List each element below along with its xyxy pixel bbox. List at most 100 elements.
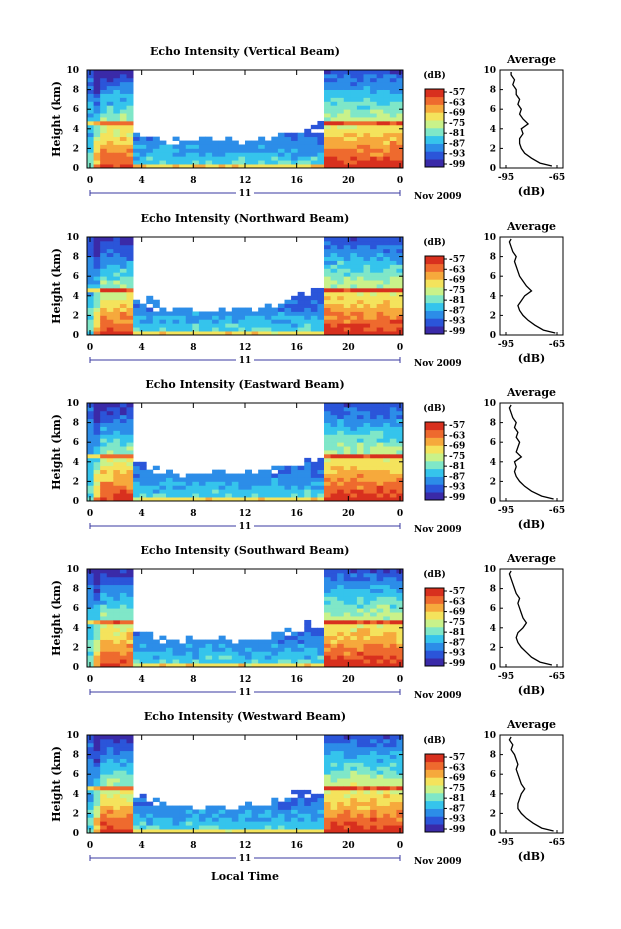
heatmap-cell (350, 805, 358, 810)
heatmap-cell (192, 319, 200, 324)
heatmap-cell (291, 809, 299, 814)
heatmap-cell (350, 418, 358, 423)
heatmap-cell (356, 414, 364, 420)
heatmap-cell (337, 584, 345, 589)
heatmap-cell (119, 144, 127, 149)
heatmap-cell (179, 489, 187, 494)
heatmap-cell (389, 742, 397, 748)
heatmap-cell (343, 272, 351, 277)
heatmap-cell (166, 485, 173, 490)
heatmap-cell (383, 631, 391, 637)
heatmap-cell (87, 821, 94, 826)
heatmap-cell (166, 647, 173, 652)
heatmap-cell (212, 639, 220, 644)
heatmap-cell (198, 136, 206, 141)
heatmap-cell (212, 809, 220, 814)
heatmap-cell (356, 809, 364, 814)
heatmap-cell (218, 152, 226, 157)
heatmap-cell (119, 70, 127, 75)
heatmap-cell (106, 588, 114, 593)
heatmap-cell (113, 477, 121, 482)
heatmap-cell (330, 821, 338, 826)
heatmap-cell (93, 156, 101, 161)
heatmap-cell (343, 438, 351, 443)
heatmap-cell (383, 327, 391, 332)
heatmap-cell (100, 469, 108, 474)
heatmap-cell (389, 128, 397, 134)
heatmap-cell (139, 643, 147, 648)
colorbar-tick-label: -69 (449, 442, 465, 452)
heatmap-cell (126, 113, 134, 118)
colorbar: (dB)-57-63-69-75-81-87-93-99 (423, 569, 465, 669)
heatmap-cell (337, 623, 345, 629)
heatmap-cell (106, 635, 114, 640)
heatmap-cell (93, 742, 101, 748)
heatmap-cell (93, 651, 101, 656)
heatmap-cell (376, 631, 384, 637)
colorbar-unit: (dB) (423, 403, 445, 414)
heatmap-cell (370, 742, 378, 748)
x-tick-label: 0 (87, 675, 93, 685)
heatmap-cell (119, 789, 127, 795)
heatmap-cell (363, 793, 371, 799)
heatmap-cell (343, 446, 351, 451)
heatmap-cell (212, 817, 220, 822)
heatmap-cell (225, 323, 233, 328)
heatmap-cell (139, 647, 147, 652)
heatmap-cell (330, 647, 338, 652)
heatmap-cell (370, 156, 378, 161)
heatmap-cell (389, 612, 397, 617)
heatmap-cell (383, 323, 391, 328)
heatmap-cell (370, 303, 378, 308)
heatmap-cell (343, 612, 351, 617)
heatmap-cell (284, 140, 292, 145)
heatmap-cell (350, 647, 358, 652)
heatmap-cell (113, 120, 121, 126)
heatmap-cell (297, 465, 305, 471)
heatmap-cell (383, 465, 391, 471)
heatmap-cell (370, 160, 378, 165)
heatmap-cell (356, 284, 364, 289)
heatmap-cell (324, 97, 331, 102)
heatmap-cell (310, 295, 318, 301)
heatmap-cell (100, 430, 108, 435)
heatmap-cell (258, 307, 266, 312)
heatmap-cell (258, 659, 266, 664)
heatmap-cell (324, 785, 331, 791)
heatmap-cell (159, 821, 167, 826)
heatmap-cell (291, 303, 299, 308)
heatmap-cell (324, 414, 331, 420)
heatmap-cell (106, 497, 114, 502)
heatmap-cell (396, 287, 404, 293)
heatmap-cell (126, 453, 134, 459)
heatmap-cell (106, 120, 114, 126)
heatmap-cell (370, 276, 378, 281)
heatmap-cell (350, 785, 358, 791)
heatmap-cell (192, 311, 200, 316)
heatmap-cell (106, 580, 114, 586)
heatmap-cell (317, 635, 325, 640)
heatmap-cell (389, 450, 397, 455)
heatmap-cell (330, 438, 338, 443)
colorbar-swatch (425, 824, 444, 833)
heatmap-cell (356, 493, 364, 498)
heatmap-cell (356, 434, 364, 439)
heatmap-cell (317, 821, 325, 826)
heatmap-cell (337, 746, 345, 752)
heatmap-cell (383, 746, 391, 752)
heatmap-cell (106, 70, 114, 75)
heatmap-cell (396, 144, 404, 149)
heatmap-cell (350, 426, 358, 431)
heatmap-cell (389, 144, 397, 149)
heatmap-cell (205, 156, 213, 161)
heatmap-cell (330, 805, 338, 810)
heatmap-cell (330, 256, 338, 261)
heatmap-cell (126, 813, 134, 818)
heatmap-cell (363, 132, 371, 138)
heatmap-cell (271, 164, 279, 169)
heatmap-cell (238, 659, 246, 664)
heatmap-cell (350, 481, 358, 486)
heatmap-cell (113, 442, 121, 447)
heatmap-cell (343, 105, 351, 110)
heatmap-cell (396, 113, 404, 118)
